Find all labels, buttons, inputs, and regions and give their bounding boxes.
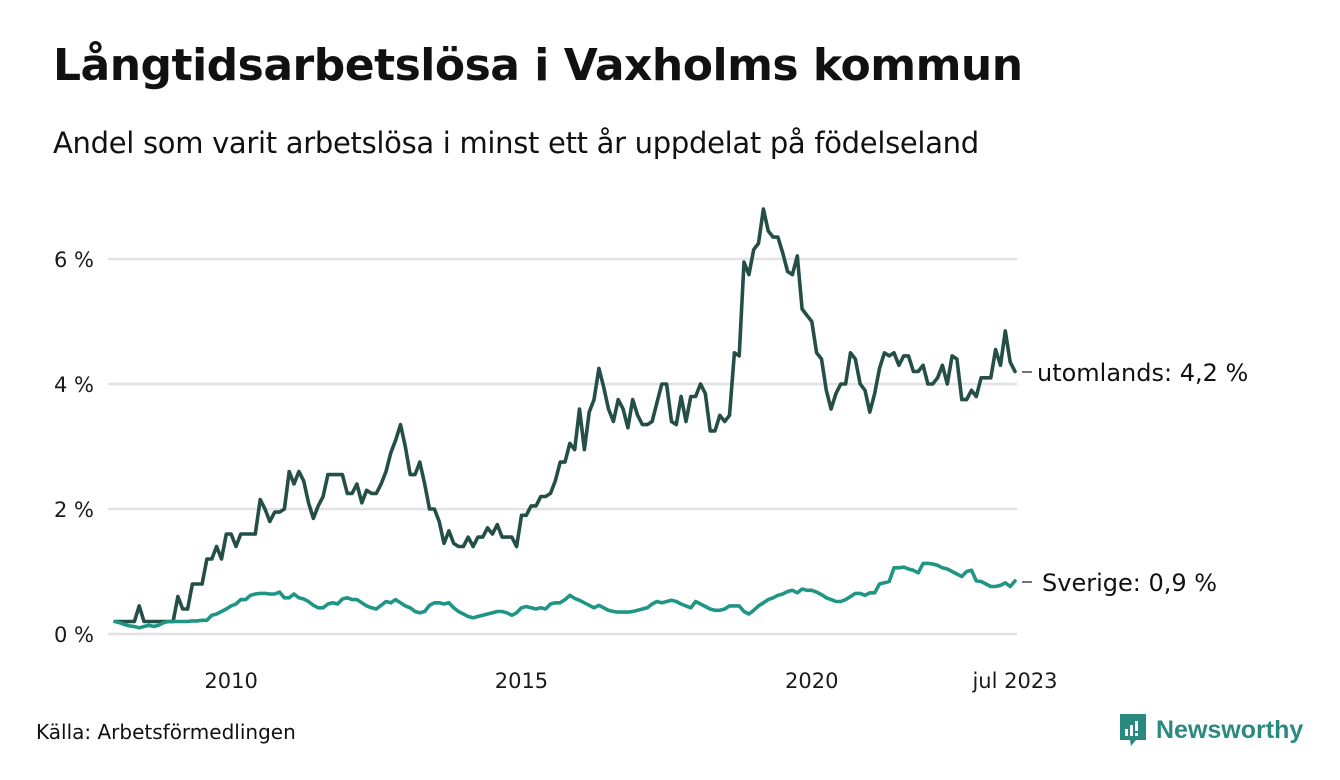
- series-lines: [113, 207, 1017, 630]
- end-label-utomlands: utomlands: 4,2 %: [1037, 359, 1248, 387]
- chart-title: Långtidsarbetslösa i Vaxholms kommun: [53, 40, 1023, 91]
- end-labels: utomlands: 4,2 % Sverige: 0,9 %: [1022, 359, 1248, 597]
- y-tick-label: 4 %: [54, 373, 94, 397]
- end-label-sverige: Sverige: 0,9 %: [1042, 569, 1217, 597]
- series-line-utomlands: [113, 207, 1017, 624]
- newsworthy-logo: Newsworthy: [1118, 712, 1303, 748]
- y-tick-label: 2 %: [54, 498, 94, 522]
- chart-subtitle: Andel som varit arbetslösa i minst ett å…: [53, 126, 979, 160]
- x-tick-label: 2020: [785, 669, 838, 693]
- source-note: Källa: Arbetsförmedlingen: [36, 720, 296, 744]
- y-tick-label: 0 %: [54, 623, 94, 647]
- gridlines: [108, 257, 1017, 636]
- x-tick-label: 2015: [495, 669, 548, 693]
- y-tick-label: 6 %: [54, 248, 94, 272]
- brand-name: Newsworthy: [1156, 715, 1304, 744]
- newsworthy-logo-icon: [1120, 714, 1146, 746]
- x-tick-label: 2010: [204, 669, 257, 693]
- series-line-sverige: [113, 561, 1017, 630]
- x-tick-label: jul 2023: [971, 669, 1057, 693]
- x-axis-ticks: 2010 2015 2020 jul 2023: [204, 669, 1057, 693]
- y-axis-ticks: 0 % 2 % 4 % 6 %: [54, 248, 94, 647]
